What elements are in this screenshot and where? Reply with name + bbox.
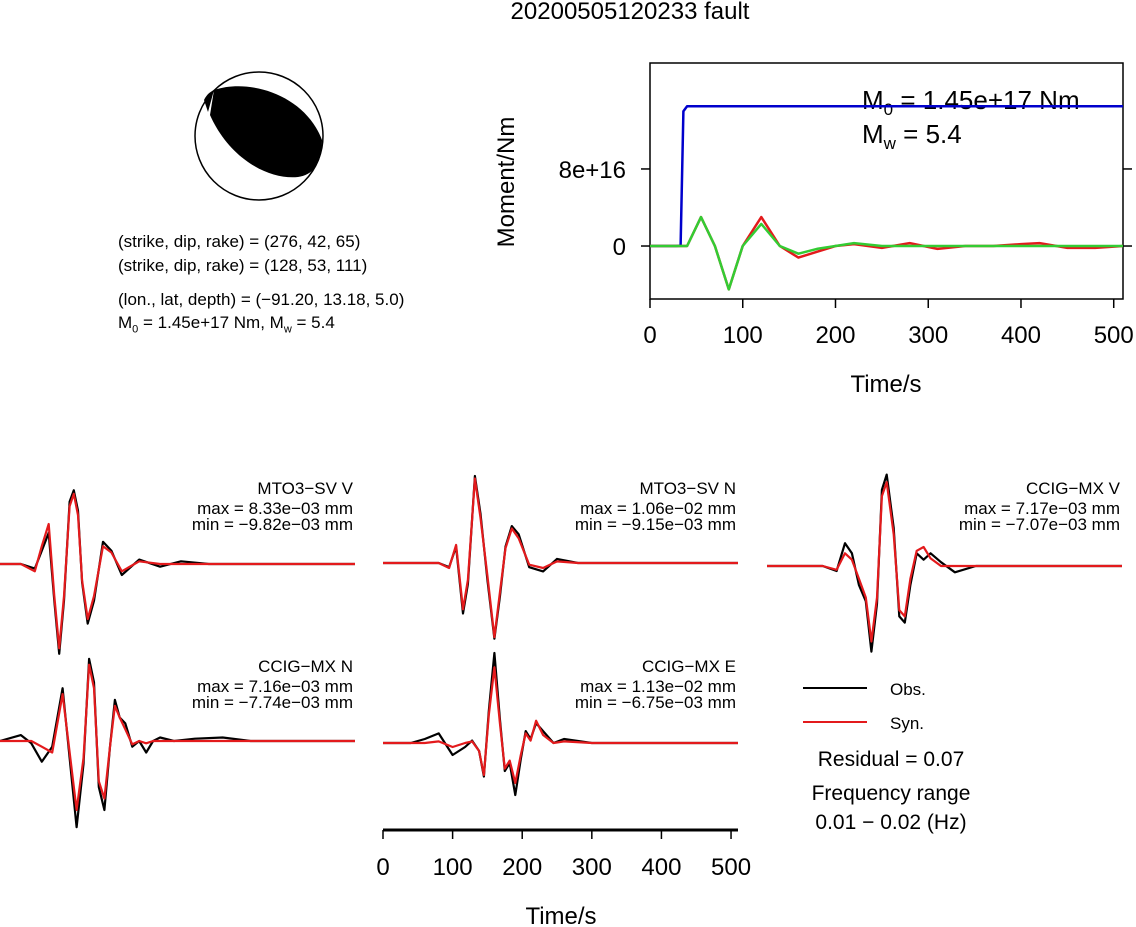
station-label-4: CCIG−MX N bbox=[258, 657, 353, 676]
moment-xlabel: Time/s bbox=[850, 371, 921, 398]
max-label-1: max = 8.33e−03 mm bbox=[197, 499, 353, 518]
nodal-plane-2: (strike, dip, rake) = (128, 53, 111) bbox=[118, 256, 368, 275]
legend-syn-label: Syn. bbox=[890, 714, 925, 733]
time-tick-label-400: 400 bbox=[641, 854, 681, 881]
moment-ylabel: Moment/Nm bbox=[493, 117, 520, 248]
max-label-2: max = 1.06e−02 mm bbox=[580, 499, 736, 518]
residual-text: Residual = 0.07 bbox=[817, 748, 965, 771]
moment-panel-frame bbox=[649, 62, 1124, 300]
legend-obs-label: Obs. bbox=[890, 680, 926, 699]
moment-xtick-label-500: 500 bbox=[1094, 322, 1134, 349]
max-label-3: max = 7.17e−03 mm bbox=[964, 499, 1120, 518]
station-label-3: CCIG−MX V bbox=[1026, 479, 1121, 498]
max-label-4: max = 7.16e−03 mm bbox=[197, 677, 353, 696]
moment-ytick-label-1: 8e+16 bbox=[559, 157, 626, 184]
min-label-5: min = −6.75e−03 mm bbox=[575, 693, 736, 712]
moment-ytick-label-0: 0 bbox=[613, 234, 626, 261]
station-label-2: MTO3−SV N bbox=[639, 479, 736, 498]
moment-magnitude-line: M0 = 1.45e+17 Nm, Mw = 5.4 bbox=[118, 313, 335, 336]
moment-xtick-label-200: 200 bbox=[815, 322, 855, 349]
moment-xtick-label-0: 0 bbox=[643, 322, 656, 349]
time-tick-label-500: 500 bbox=[711, 854, 751, 881]
waveform-2-syn bbox=[383, 477, 738, 639]
waveform-time-axis: 0 100 200 300 400 500 Time/s bbox=[376, 828, 751, 927]
time-axis-label: Time/s bbox=[525, 903, 596, 927]
beachball-compression-edge bbox=[204, 90, 214, 112]
nodal-plane-1: (strike, dip, rake) = (276, 42, 65) bbox=[118, 232, 361, 251]
moment-series-1 bbox=[650, 215, 1124, 291]
min-label-1: min = −9.82e−03 mm bbox=[192, 515, 353, 534]
waveform-3-syn bbox=[767, 481, 1122, 643]
focal-mechanism-beachball bbox=[194, 71, 324, 201]
moment-panel: 0 100 200 300 400 500 0 8e+16 Time/s Moment/Nm bbox=[493, 62, 1134, 398]
location-depth: (lon., lat, depth) = (−91.20, 13.18, 5.0… bbox=[118, 290, 405, 309]
moment-series-2 bbox=[650, 215, 1123, 291]
min-label-4: min = −7.74e−03 mm bbox=[192, 693, 353, 712]
moment-series-0 bbox=[650, 105, 1123, 248]
station-label-1: MTO3−SV V bbox=[257, 479, 353, 498]
station-label-5: CCIG−MX E bbox=[642, 657, 736, 676]
frequency-title: Frequency range bbox=[811, 782, 971, 805]
moment-xtick-label-300: 300 bbox=[908, 322, 948, 349]
moment-xtick-label-100: 100 bbox=[723, 322, 763, 349]
mw-annotation: Mw = 5.4 bbox=[862, 119, 962, 154]
time-tick-label-300: 300 bbox=[572, 854, 612, 881]
figure-title: 20200505120233 fault bbox=[510, 0, 750, 25]
min-label-2: min = −9.15e−03 mm bbox=[575, 515, 736, 534]
time-tick-label-0: 0 bbox=[376, 854, 389, 881]
waveform-4-syn bbox=[0, 663, 355, 812]
waveform-5-syn bbox=[383, 666, 738, 785]
time-tick-label-100: 100 bbox=[433, 854, 473, 881]
moment-xtick-label-400: 400 bbox=[1001, 322, 1041, 349]
waveform-1-syn bbox=[0, 492, 355, 650]
max-label-5: max = 1.13e−02 mm bbox=[580, 677, 736, 696]
time-tick-label-200: 200 bbox=[502, 854, 542, 881]
frequency-range: 0.01 − 0.02 (Hz) bbox=[815, 811, 967, 834]
min-label-3: min = −7.07e−03 mm bbox=[959, 515, 1120, 534]
beachball-compression-quadrant bbox=[210, 86, 322, 178]
